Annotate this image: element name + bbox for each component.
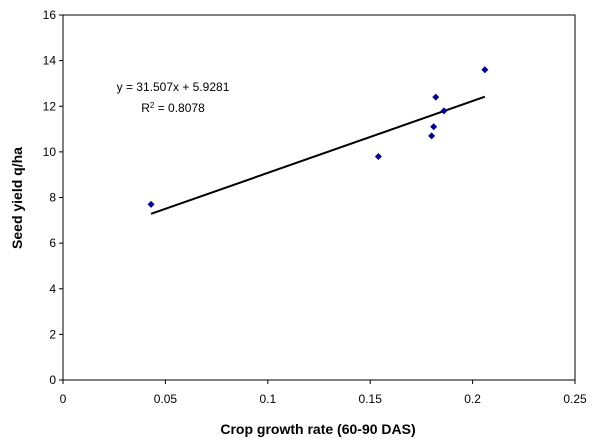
y-tick-label: 2 (49, 327, 56, 341)
y-tick-label: 4 (49, 282, 56, 296)
trendline (150, 95, 486, 215)
y-tick-label: 8 (49, 191, 56, 205)
x-tick-label: 0 (60, 392, 67, 406)
y-tick-label: 6 (49, 236, 56, 250)
x-tick-label: 0.2 (464, 392, 481, 406)
r-squared-prefix: R (141, 101, 150, 115)
trendline-equation: y = 31.507x + 5.9281 (117, 80, 230, 94)
data-points (147, 66, 489, 208)
r-squared-label: R2 = 0.8078 (141, 101, 205, 116)
data-point (440, 107, 448, 115)
y-tick-label: 0 (49, 373, 56, 387)
data-point (374, 152, 382, 160)
x-axis-title: Crop growth rate (60-90 DAS) (220, 421, 415, 437)
plot-area (62, 14, 576, 381)
data-point (481, 66, 489, 74)
r-squared-exponent: 2 (150, 101, 155, 110)
data-point (147, 200, 155, 208)
data-point (428, 132, 436, 140)
y-tick-label: 16 (43, 8, 57, 22)
axis-ticks: 0 2 4 6 8 10 12 14 16 0 0.05 0.1 0.15 0.2 0.25 (43, 8, 587, 406)
x-tick-label: 0.15 (359, 392, 383, 406)
x-tick-label: 0.05 (154, 392, 178, 406)
x-tick-label: 0.25 (563, 392, 587, 406)
trendline-group (150, 95, 486, 215)
x-tick-label: 0.1 (259, 392, 276, 406)
r-squared-value: = 0.8078 (154, 101, 205, 115)
y-axis-title: Seed yield q/ha (9, 147, 25, 249)
y-tick-label: 10 (43, 145, 57, 159)
y-tick-label: 14 (43, 54, 57, 68)
data-point (430, 123, 438, 131)
data-point (432, 93, 440, 101)
y-tick-label: 12 (43, 99, 57, 113)
